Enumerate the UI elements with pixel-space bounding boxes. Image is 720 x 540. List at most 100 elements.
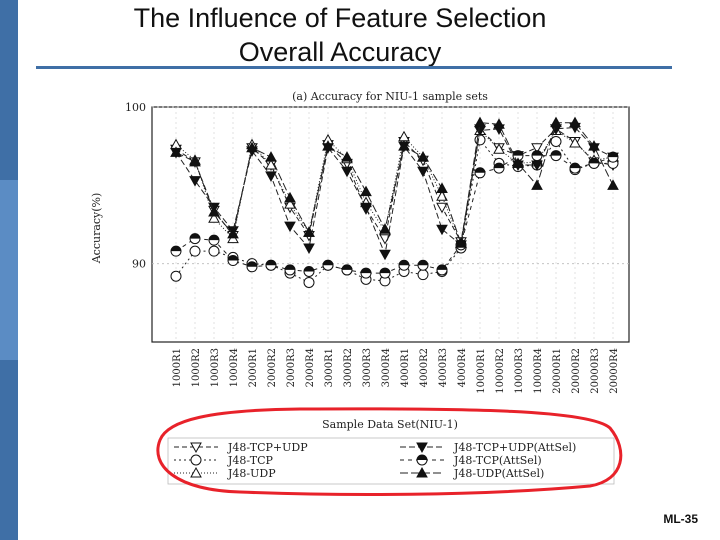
data-point	[208, 205, 220, 217]
data-point	[531, 179, 543, 190]
data-point	[341, 166, 353, 178]
data-point	[170, 146, 182, 157]
data-point	[493, 143, 505, 154]
x-tick-label: 20000R3	[590, 348, 601, 394]
data-point	[417, 166, 429, 178]
data-point	[189, 155, 201, 167]
x-tick-label: 20000R4	[609, 348, 620, 394]
y-axis-label: Accuracy(%)	[90, 193, 103, 265]
data-point	[322, 259, 334, 271]
legend-marker	[190, 466, 202, 478]
gridlines	[152, 106, 629, 342]
data-point	[531, 143, 543, 154]
left-accent-bar	[0, 0, 18, 540]
data-point	[208, 245, 220, 257]
data-point	[493, 118, 505, 129]
page-number: ML-35	[663, 512, 698, 526]
data-point	[398, 259, 410, 271]
data-point	[474, 116, 486, 128]
title-underline	[36, 66, 672, 69]
series-line	[175, 122, 614, 244]
data-point	[569, 137, 581, 148]
data-point	[417, 259, 429, 271]
data-point	[303, 266, 315, 277]
series-line	[175, 138, 613, 284]
data-point	[588, 140, 600, 151]
data-point	[436, 202, 448, 214]
x-tick-label: 20000R2	[571, 348, 582, 394]
data-point	[436, 264, 448, 276]
plot-area	[151, 106, 630, 343]
legend-label: J48-TCP	[227, 454, 273, 467]
slide-title-line2: Overall Accuracy	[238, 37, 442, 67]
data-point	[265, 259, 277, 271]
data-point	[246, 261, 258, 273]
data-point	[417, 269, 429, 281]
x-tick-label: 1000R4	[229, 348, 240, 387]
data-point	[550, 150, 562, 162]
legend-label: J48-TCP+UDP	[227, 441, 308, 454]
legend-item: J48-TCP+UDP(AttSel)	[400, 441, 576, 454]
x-tick-label: 4000R3	[438, 348, 449, 387]
data-point	[227, 255, 239, 267]
data-point	[284, 221, 296, 233]
x-axis-ticks: 1000R1 1000R2 1000R3 1000R4 2000R1 2000R2 2000…	[172, 348, 620, 394]
legend-label: J48-UDP	[227, 467, 276, 480]
data-point	[189, 233, 201, 245]
data-point	[246, 141, 258, 153]
y-tick-label: 90	[132, 258, 146, 271]
data-point	[607, 179, 619, 190]
x-tick-label: 10000R4	[533, 348, 544, 394]
legend-item: J48-UDP(AttSel)	[400, 466, 544, 480]
data-point	[189, 245, 201, 257]
legend-label: J48-TCP(AttSel)	[453, 454, 542, 467]
data-point	[360, 267, 372, 279]
data-point	[474, 167, 486, 179]
data-point	[360, 185, 372, 197]
data-point	[189, 176, 201, 187]
data-point	[398, 140, 410, 151]
legend-marker	[416, 466, 428, 478]
x-tick-label: 3000R3	[362, 348, 373, 387]
x-tick-label: 2000R3	[286, 348, 297, 387]
data-point	[265, 151, 277, 162]
legend-item: J48-TCP	[174, 454, 273, 467]
legend-marker	[190, 454, 202, 466]
data-point	[341, 151, 353, 162]
data-point	[303, 276, 315, 288]
data-point	[303, 226, 315, 237]
left-accent-bar-segment	[0, 180, 18, 360]
data-point	[455, 237, 467, 248]
legend-item: J48-TCP+UDP	[174, 441, 308, 454]
legend-item: J48-UDP	[174, 466, 276, 480]
data-point	[417, 151, 429, 162]
data-point	[588, 157, 600, 169]
legend-item: J48-TCP(AttSel)	[400, 454, 542, 467]
data-point	[265, 171, 277, 182]
y-tick-label: 100	[125, 101, 146, 114]
legend-marker	[416, 442, 428, 454]
data-point	[512, 157, 524, 168]
series-5	[170, 116, 619, 248]
data-point	[379, 249, 391, 261]
data-point	[341, 264, 353, 276]
data-point	[208, 212, 220, 223]
series-layer	[170, 116, 619, 288]
legend-marker	[190, 442, 202, 454]
x-tick-label: 4000R4	[457, 348, 468, 387]
data-point	[379, 223, 391, 234]
red-hand-drawn-circle	[156, 407, 623, 496]
x-tick-label: 3000R4	[381, 348, 392, 387]
x-tick-label: 1000R2	[191, 348, 202, 387]
x-tick-label: 4000R1	[400, 348, 411, 387]
data-point	[379, 267, 391, 279]
data-point	[436, 224, 448, 236]
data-point	[227, 227, 239, 239]
y-axis-ticks: 90 100	[125, 101, 146, 271]
legend-marker	[416, 454, 428, 466]
x-tick-label: 2000R2	[267, 348, 278, 387]
x-tick-label: 10000R1	[476, 348, 487, 394]
slide-title-line1: The Influence of Feature Selection	[133, 3, 547, 33]
